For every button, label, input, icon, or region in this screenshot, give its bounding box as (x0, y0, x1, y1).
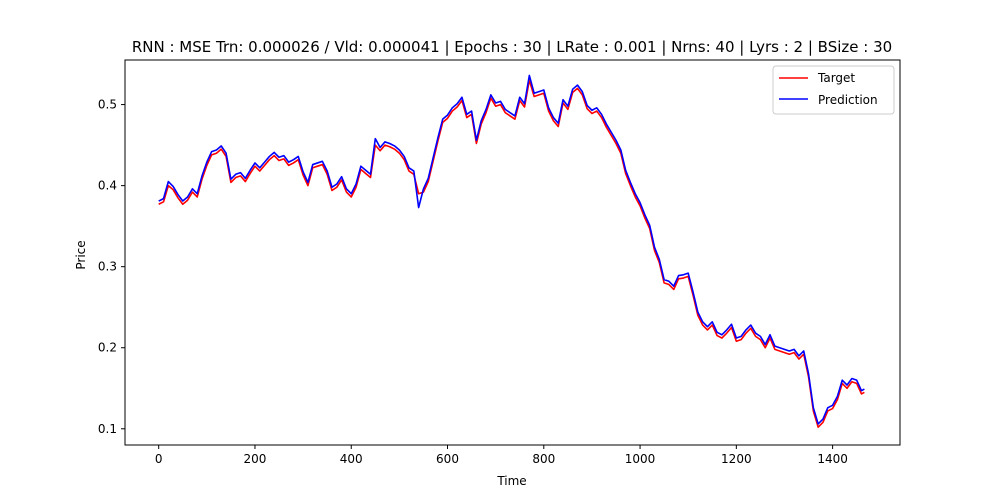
y-tick-label: 0.4 (98, 179, 117, 193)
series-line-prediction (158, 74, 865, 425)
series-line-target (158, 79, 865, 428)
x-axis: 0 200 400 600 800 1000 1200 1400 (155, 445, 848, 466)
y-axis-label: Price (74, 240, 88, 269)
x-tick-label: 1000 (625, 452, 656, 466)
x-tick-label: 1400 (817, 452, 848, 466)
y-tick-label: 0.2 (98, 341, 117, 355)
x-tick-label: 200 (244, 452, 267, 466)
chart-title: RNN : MSE Trn: 0.000026 / Vld: 0.000041 … (132, 38, 892, 56)
legend-label-target: Target (817, 71, 855, 85)
legend-label-prediction: Prediction (818, 93, 878, 107)
y-tick-label: 0.1 (98, 422, 117, 436)
x-axis-label: Time (496, 474, 526, 488)
x-tick-label: 1200 (721, 452, 752, 466)
y-tick-label: 0.5 (98, 98, 117, 112)
x-tick-label: 600 (436, 452, 459, 466)
plot-area (158, 74, 865, 428)
x-tick-label: 0 (155, 452, 163, 466)
legend: Target Prediction (772, 65, 895, 115)
x-tick-label: 400 (340, 452, 363, 466)
y-axis: 0.1 0.2 0.3 0.4 0.5 (98, 98, 125, 436)
plot-frame (124, 59, 901, 446)
x-tick-label: 800 (532, 452, 555, 466)
y-tick-label: 0.3 (98, 260, 117, 274)
